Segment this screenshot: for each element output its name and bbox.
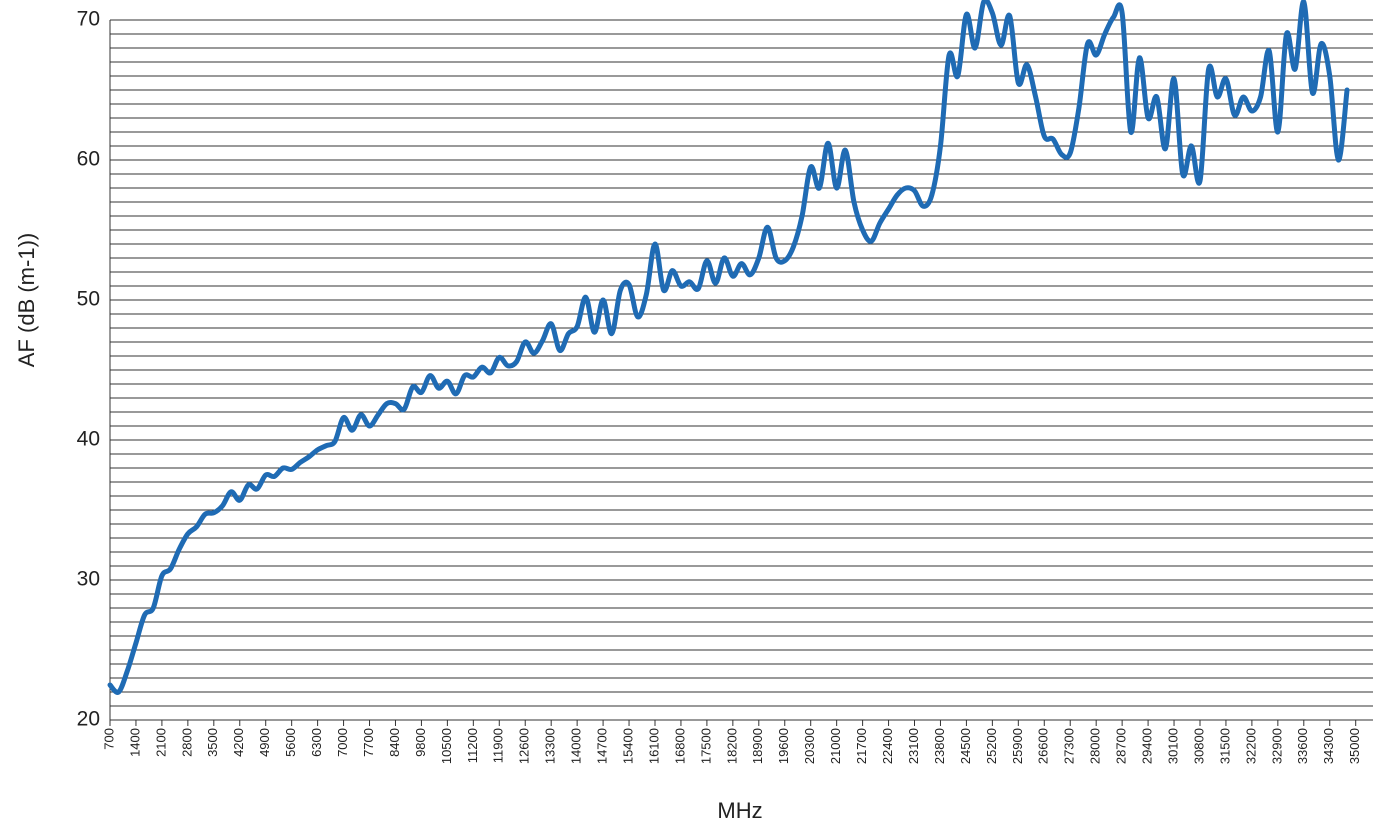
x-tick-label: 30100 [1165, 728, 1180, 764]
y-tick-label: 20 [77, 708, 100, 731]
x-tick-label: 2800 [179, 728, 194, 757]
x-tick-label: 18200 [724, 728, 739, 764]
x-tick-label: 33600 [1295, 728, 1310, 764]
x-tick-label: 15400 [620, 728, 635, 764]
x-tick-label: 5600 [283, 728, 298, 757]
x-tick-label: 21700 [854, 728, 869, 764]
x-tick-label: 32900 [1269, 728, 1284, 764]
x-tick-label: 20300 [802, 728, 817, 764]
y-axis-label: AF (dB (m-1)) [14, 233, 39, 367]
x-tick-label: 28000 [1088, 728, 1103, 764]
y-tick-label: 50 [77, 288, 100, 311]
x-tick-label: 11200 [465, 728, 480, 763]
x-tick-label: 7000 [335, 728, 350, 757]
x-tick-label: 23800 [932, 728, 947, 764]
x-tick-label: 9800 [413, 728, 428, 757]
x-tick-label: 21000 [828, 728, 843, 764]
x-tick-label: 34300 [1321, 728, 1336, 764]
x-tick-label: 2100 [153, 728, 168, 757]
x-tick-label: 4200 [231, 728, 246, 757]
x-tick-label: 25200 [984, 728, 999, 764]
x-tick-label: 700 [101, 728, 116, 750]
x-tick-label: 8400 [387, 728, 402, 757]
x-tick-label: 31500 [1217, 728, 1232, 764]
x-tick-label: 24500 [958, 728, 973, 764]
x-tick-label: 4900 [257, 728, 272, 757]
y-tick-label: 70 [77, 8, 100, 31]
x-tick-label: 7700 [361, 728, 376, 757]
x-tick-label: 32200 [1243, 728, 1258, 764]
x-tick-label: 13300 [543, 728, 558, 764]
x-tick-label: 28700 [1114, 728, 1129, 764]
x-tick-label: 11900 [491, 728, 506, 763]
x-tick-label: 1400 [127, 728, 142, 757]
x-axis-label: MHz [717, 798, 762, 823]
x-tick-label: 3500 [205, 728, 220, 757]
x-tick-label: 19600 [776, 728, 791, 764]
x-tick-label: 27300 [1062, 728, 1077, 764]
y-tick-label: 40 [77, 428, 100, 451]
y-tick-label: 30 [77, 568, 100, 591]
x-tick-label: 22400 [880, 728, 895, 764]
data-line [107, 0, 1350, 695]
x-tick-label: 16800 [672, 728, 687, 764]
x-tick-label: 14000 [569, 728, 584, 764]
x-tick-label: 30800 [1191, 728, 1206, 764]
x-tick-label: 35000 [1347, 728, 1362, 764]
x-tick-label: 6300 [309, 728, 324, 757]
x-tick-label: 14700 [595, 728, 610, 764]
x-tick-label: 26600 [1036, 728, 1051, 764]
x-tick-label: 25900 [1010, 728, 1025, 764]
x-tick-label: 18900 [750, 728, 765, 764]
x-tick-label: 12600 [517, 728, 532, 764]
x-tick-label: 17500 [698, 728, 713, 764]
x-tick-label: 23100 [906, 728, 921, 764]
x-tick-label: 10500 [439, 728, 454, 764]
x-tick-label: 29400 [1140, 728, 1155, 764]
x-tick-label: 16100 [646, 728, 661, 764]
y-tick-label: 60 [77, 148, 100, 171]
